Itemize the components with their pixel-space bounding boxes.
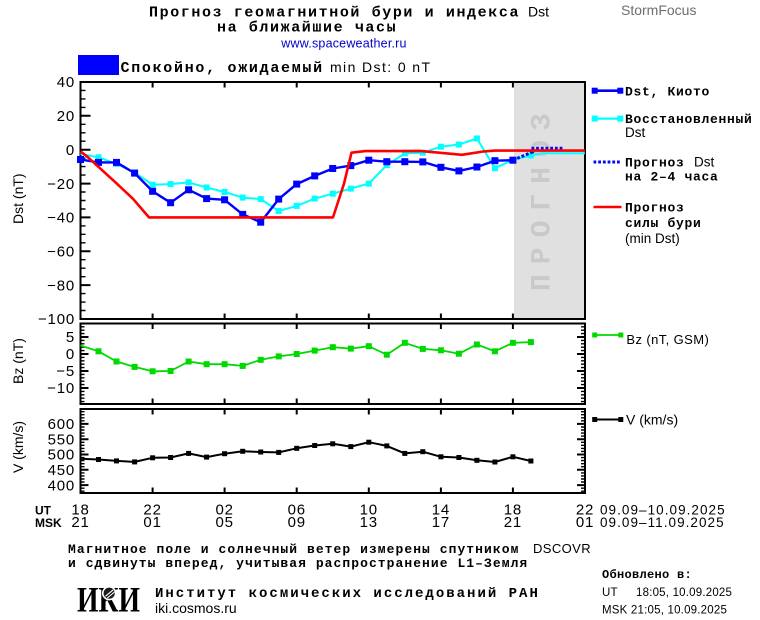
svg-text:Магнитное поле и солнечный вет: Магнитное поле и солнечный ветер измерен… bbox=[68, 542, 519, 557]
svg-text:Dst (nT): Dst (nT) bbox=[10, 173, 26, 224]
svg-text:Dst: Dst bbox=[694, 155, 714, 170]
svg-text:StormFocus: StormFocus bbox=[621, 2, 696, 18]
svg-text:−40: −40 bbox=[47, 210, 75, 227]
svg-text:09.09–10.09.2025: 09.09–10.09.2025 bbox=[600, 503, 726, 518]
svg-text:17: 17 bbox=[432, 514, 450, 531]
svg-text:Dst, Киото: Dst, Киото bbox=[625, 84, 710, 99]
svg-text:14: 14 bbox=[432, 502, 450, 519]
svg-text:−20: −20 bbox=[47, 176, 75, 193]
svg-text:550: 550 bbox=[48, 431, 75, 448]
svg-text:min Dst: 0 nT: min Dst: 0 nT bbox=[330, 59, 431, 75]
svg-text:22: 22 bbox=[143, 502, 161, 519]
svg-text:на ближайшие часы: на ближайшие часы bbox=[217, 20, 397, 37]
svg-text:5: 5 bbox=[66, 329, 75, 346]
svg-text:Прогноз: Прогноз bbox=[625, 156, 685, 171]
svg-text:09.09–11.09.2025: 09.09–11.09.2025 bbox=[600, 515, 725, 530]
svg-text:18: 18 bbox=[71, 502, 89, 519]
svg-text:ПРОГНОЗ: ПРОГНОЗ bbox=[528, 103, 559, 291]
svg-text:Спокойно, ожидаемый: Спокойно, ожидаемый bbox=[121, 60, 324, 77]
svg-text:V (km/s): V (km/s) bbox=[10, 421, 26, 473]
svg-text:0: 0 bbox=[66, 142, 75, 159]
svg-text:01: 01 bbox=[143, 514, 161, 531]
svg-text:MSK: MSK bbox=[35, 516, 62, 530]
svg-text:Обновлено в:: Обновлено в: bbox=[602, 567, 692, 582]
svg-text:40: 40 bbox=[57, 74, 75, 91]
svg-text:20: 20 bbox=[57, 108, 75, 125]
svg-text:UT: UT bbox=[35, 504, 52, 518]
svg-text:UT: UT bbox=[602, 587, 618, 599]
svg-text:Восстановленный: Восстановленный bbox=[625, 112, 753, 127]
svg-text:18:05, 10.09.2025: 18:05, 10.09.2025 bbox=[636, 587, 732, 599]
svg-text:Институт космических исследова: Институт космических исследований РАН bbox=[155, 586, 540, 602]
svg-text:09: 09 bbox=[288, 514, 306, 531]
svg-text:22: 22 bbox=[576, 502, 594, 519]
svg-text:−100: −100 bbox=[38, 311, 75, 328]
svg-text:02: 02 bbox=[215, 502, 233, 519]
svg-text:DSCOVR: DSCOVR bbox=[533, 541, 591, 556]
svg-text:Dst: Dst bbox=[625, 125, 645, 140]
svg-text:−80: −80 bbox=[47, 277, 75, 294]
svg-text:iki.cosmos.ru: iki.cosmos.ru bbox=[155, 600, 237, 616]
svg-text:13: 13 bbox=[360, 514, 378, 531]
svg-text:Прогноз: Прогноз bbox=[625, 201, 685, 216]
svg-text:05: 05 bbox=[215, 514, 233, 531]
svg-text:21: 21 bbox=[504, 514, 522, 531]
svg-text:0: 0 bbox=[66, 346, 75, 363]
svg-text:450: 450 bbox=[48, 462, 75, 479]
svg-text:Bz (nT, GSM): Bz (nT, GSM) bbox=[626, 332, 709, 347]
svg-text:400: 400 bbox=[48, 477, 75, 494]
svg-text:01: 01 bbox=[576, 514, 594, 531]
svg-text:−5: −5 bbox=[56, 363, 75, 380]
svg-text:−10: −10 bbox=[47, 380, 75, 397]
svg-text:Прогноз геомагнитной бури и ин: Прогноз геомагнитной бури и индекса bbox=[149, 5, 520, 22]
svg-text:10: 10 bbox=[360, 502, 378, 519]
svg-text:и сдвинуты вперед, учитывая ра: и сдвинуты вперед, учитывая распростране… bbox=[68, 556, 528, 571]
svg-text:силы бури: силы бури bbox=[625, 216, 702, 231]
svg-text:21: 21 bbox=[71, 514, 89, 531]
svg-text:18: 18 bbox=[504, 502, 522, 519]
svg-text:600: 600 bbox=[48, 416, 75, 433]
svg-text:Dst: Dst bbox=[528, 4, 549, 20]
svg-text:(min Dst): (min Dst) bbox=[625, 231, 680, 246]
svg-text:−60: −60 bbox=[47, 243, 75, 260]
svg-text:на 2–4 часа: на 2–4 часа bbox=[625, 169, 719, 184]
svg-text:500: 500 bbox=[48, 447, 75, 464]
svg-text:V (km/s): V (km/s) bbox=[626, 412, 678, 428]
svg-text:www.spaceweather.ru: www.spaceweather.ru bbox=[280, 37, 406, 51]
svg-text:MSK 21:05, 10.09.2025: MSK 21:05, 10.09.2025 bbox=[602, 605, 727, 617]
svg-text:Bz (nT): Bz (nT) bbox=[10, 338, 26, 384]
svg-text:06: 06 bbox=[288, 502, 306, 519]
